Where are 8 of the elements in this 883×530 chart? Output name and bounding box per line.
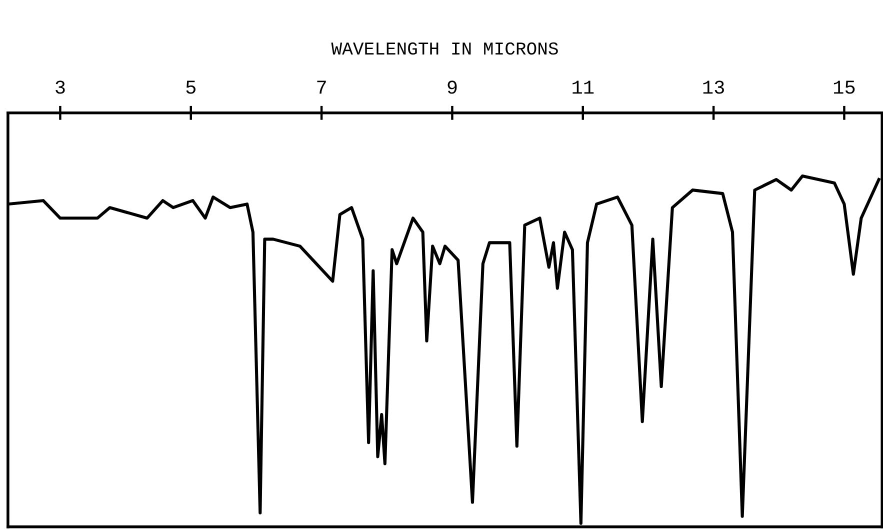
x-tick-label: 15 bbox=[834, 80, 855, 94]
x-tick-label: 3 bbox=[56, 80, 65, 94]
x-tick-label: 13 bbox=[703, 80, 724, 94]
x-tick-label: 11 bbox=[572, 80, 594, 94]
x-axis-title: WAVELENGTH IN MICRONS bbox=[331, 42, 558, 55]
x-tick-label: 9 bbox=[448, 80, 457, 94]
x-tick-label: 5 bbox=[186, 80, 196, 94]
x-tick-label: 7 bbox=[317, 80, 326, 94]
